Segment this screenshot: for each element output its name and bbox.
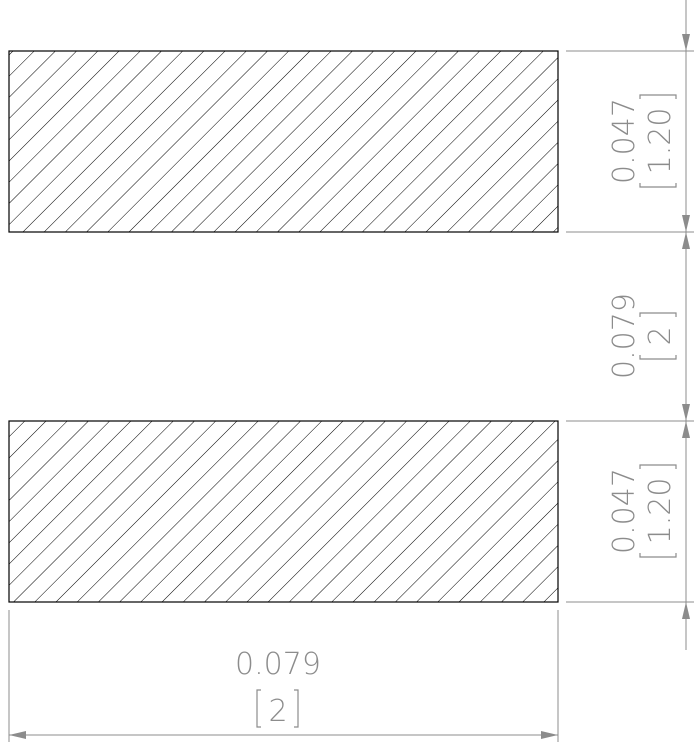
arrow-down-icon (682, 34, 690, 51)
pad-width-label: 0.079 2 (235, 647, 321, 729)
bottom-pad (8, 420, 559, 603)
arrow-down-icon (682, 404, 690, 421)
top-pad (8, 50, 559, 233)
pad-gap-inch: 0.079 (607, 293, 642, 379)
arrow-up-icon (682, 421, 690, 438)
bottom-extension-lines (8, 610, 559, 742)
top-pad-outline (8, 50, 559, 233)
pad-width-inch: 0.079 (235, 647, 321, 682)
horizontal-dimension-line (9, 731, 558, 739)
bottom-pad-height-label: 0.047 1.20 (607, 464, 678, 558)
arrow-left-icon (9, 731, 26, 739)
top-pad-height-mm: 1.20 (643, 108, 678, 175)
pad-gap-mm: 2 (643, 326, 678, 345)
pad-gap-label: 0.079 2 (607, 293, 678, 379)
arrow-right-icon (541, 731, 558, 739)
arrow-down-icon (682, 215, 690, 232)
vertical-dimension-line (682, 0, 690, 650)
top-pad-height-inch: 0.047 (607, 98, 642, 184)
pad-width-mm: 2 (268, 694, 287, 729)
bottom-pad-outline (8, 420, 559, 603)
right-extension-lines (566, 50, 694, 603)
bottom-pad-height-mm: 1.20 (643, 478, 678, 545)
bottom-pad-height-inch: 0.047 (607, 468, 642, 554)
arrow-up-icon (682, 232, 690, 249)
arrow-up-icon (682, 602, 690, 619)
top-pad-height-label: 0.047 1.20 (607, 94, 678, 188)
